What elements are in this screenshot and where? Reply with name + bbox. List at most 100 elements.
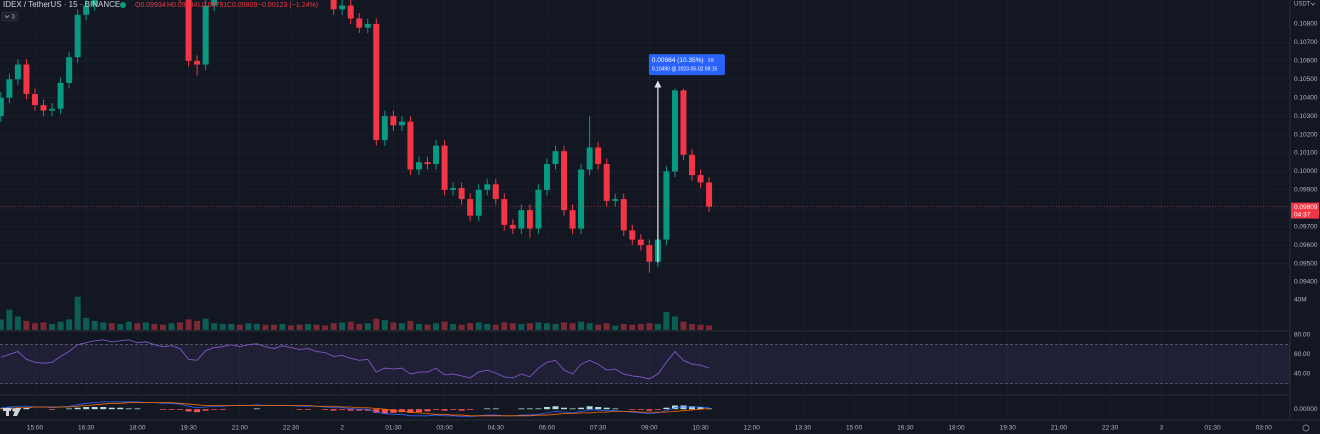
y-tick-label: 0.09400	[1294, 279, 1318, 286]
candle-body	[347, 5, 354, 19]
x-tick-label: 18:00	[129, 425, 146, 432]
countdown: 04:37	[1294, 211, 1311, 218]
candle-body	[381, 116, 388, 141]
volume-bar	[211, 323, 218, 330]
x-tick-label: 07:30	[590, 425, 607, 432]
candle-body	[603, 164, 610, 201]
y-tick-label: 0.09600	[1294, 242, 1318, 249]
volume-bar	[100, 322, 107, 330]
candle-body	[501, 199, 508, 225]
macd-histogram-bar	[535, 408, 542, 410]
macd-histogram-bar	[467, 409, 474, 410]
volume-bar	[287, 325, 294, 330]
volume-bar	[219, 323, 226, 330]
candle-body	[91, 0, 98, 6]
candle-body	[202, 5, 209, 65]
y-tick-label: 0.10400	[1294, 94, 1318, 101]
volume-bar	[151, 323, 158, 330]
macd-histogram-bar	[83, 407, 90, 410]
macd-histogram-bar	[458, 409, 465, 411]
logo-part	[6, 411, 9, 416]
candle-body	[373, 23, 380, 141]
macd-tick-label: 0.00000	[1294, 406, 1318, 413]
market-status[interactable]	[120, 2, 126, 8]
rsi-line	[0, 339, 710, 380]
volume-bar	[279, 323, 286, 330]
macd-histogram-bar	[595, 407, 602, 410]
volume-bar	[509, 323, 516, 330]
x-tick-label: 22:30	[1102, 425, 1119, 432]
volume-bar	[31, 323, 38, 330]
volume-bar	[253, 323, 260, 330]
macd-histogram-bar	[450, 409, 457, 410]
x-tick-label: 01:30	[1204, 425, 1221, 432]
volume-bar	[492, 324, 499, 330]
x-tick-label: 15:00	[846, 425, 863, 432]
macd-histogram-bar	[578, 407, 585, 410]
volume-bar	[407, 320, 414, 330]
volume-bar	[689, 323, 696, 330]
volume-bar	[646, 323, 653, 330]
macd-histogram-bar	[415, 409, 422, 413]
volume-bar	[475, 322, 482, 330]
volume-bar	[603, 323, 610, 330]
candle-body	[637, 239, 644, 246]
signal-line	[0, 402, 710, 417]
axes: 15:00 16:30 18:00 19:30 21:00 22:30 2 01:30 03:0…	[27, 21, 1319, 432]
volume-bar	[322, 325, 329, 330]
volume-bar	[697, 324, 704, 330]
volume-bar	[612, 325, 619, 330]
macd-histogram-bar	[194, 409, 201, 413]
candle-body	[194, 60, 201, 65]
candle-body	[552, 151, 559, 165]
macd-histogram-bar	[543, 407, 550, 410]
x-tick-label: 01:30	[385, 425, 402, 432]
volume-bar	[364, 323, 371, 330]
macd-histogram-bar	[612, 408, 619, 410]
macd-histogram-bar	[552, 406, 559, 410]
volume-bar	[450, 323, 457, 330]
volume-bar	[552, 323, 559, 330]
volume-bar	[637, 323, 644, 330]
currency[interactable]: USDT	[1294, 2, 1311, 8]
macd-histogram-bar	[159, 409, 166, 410]
volume-bar	[501, 322, 508, 330]
y-tick-label: 0.10500	[1294, 76, 1318, 83]
volume-bar	[535, 322, 542, 330]
y-tick-label: 0.10800	[1294, 21, 1318, 28]
candle-body	[706, 182, 713, 207]
volume-bar	[671, 316, 678, 330]
volume-bar	[518, 323, 525, 330]
x-tick-label: 3	[1160, 425, 1164, 432]
macd-histogram-bar	[100, 407, 107, 410]
price-pane	[0, 0, 1290, 273]
ohlc-low: L0.09791	[198, 2, 227, 9]
candle-body	[390, 116, 397, 126]
settings-icon[interactable]	[1302, 424, 1310, 432]
macd-histogram-bar	[526, 408, 533, 410]
candle-body	[433, 145, 440, 165]
volume-bar	[373, 318, 380, 330]
volume-bar	[305, 323, 312, 330]
y-tick-label: 0.10700	[1294, 39, 1318, 46]
volume-bar	[40, 322, 47, 330]
y-tick-label: 0.09500	[1294, 260, 1318, 267]
macd-pane	[0, 401, 713, 417]
ohlc-high: H0.09934	[167, 2, 197, 9]
x-tick-label: 15:00	[27, 425, 44, 432]
volume-bar	[356, 323, 363, 330]
y-tick-label: 0.10300	[1294, 113, 1318, 120]
macd-histogram-bar	[441, 409, 448, 411]
macd-histogram-bar	[168, 409, 175, 410]
measure-change: 0.00984 (10.35%)	[652, 57, 704, 64]
x-tick-label: 09:00	[641, 425, 658, 432]
indicator-toggle[interactable]	[1, 11, 19, 22]
volume-bar	[57, 321, 64, 330]
macd-histogram-bar	[637, 409, 644, 410]
volume-bar	[296, 324, 303, 330]
candle-body	[595, 147, 602, 165]
macd-histogram-bar	[322, 409, 329, 410]
candle-body	[364, 23, 371, 28]
candle-body	[526, 210, 533, 229]
